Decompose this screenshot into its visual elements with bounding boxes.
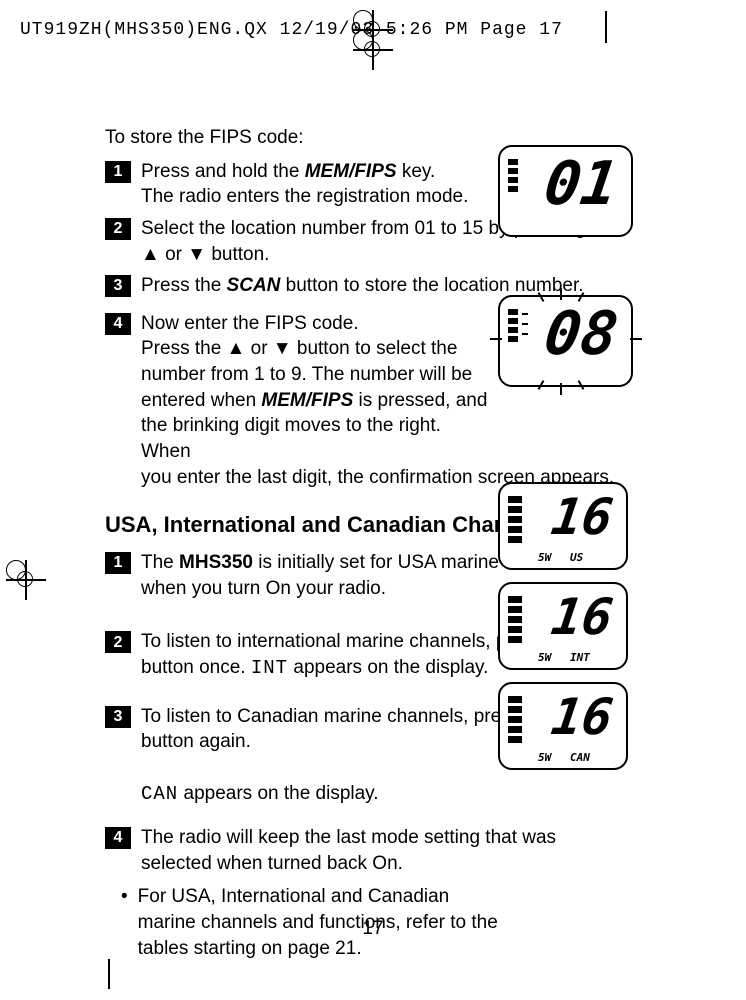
page-number: 17 [362, 918, 383, 940]
step2-4: 4 The radio will keep the last mode sett… [105, 825, 630, 876]
step-number: 2 [105, 218, 131, 240]
lcd-sub-5w: 5W [538, 651, 551, 664]
ray-icon [560, 383, 562, 395]
lcd-sub-mode: US [570, 551, 583, 564]
lcd-digits: 16 [548, 488, 616, 546]
lcd-digits: 01 [540, 149, 622, 219]
ray-icon [490, 338, 502, 340]
lcd-digits: 08 [540, 299, 622, 369]
step-number: 4 [105, 313, 131, 335]
registration-mark-left [6, 560, 46, 600]
lcd-sub-mode: INT [570, 651, 590, 664]
step-text: The radio will keep the last mode settin… [141, 825, 630, 876]
lcd-display-16-us: 16 5W US [498, 482, 628, 570]
lcd-display-16-can: 16 5W CAN [498, 682, 628, 770]
step-number: 4 [105, 827, 131, 849]
step-number: 2 [105, 631, 131, 653]
lcd-sub-mode: CAN [570, 751, 590, 764]
lcd-digits: 16 [548, 588, 616, 646]
step-number: 1 [105, 161, 131, 183]
battery-bars [508, 596, 522, 643]
lcd-display-16-int: 16 5W INT [498, 582, 628, 670]
lcd-sub-5w: 5W [538, 751, 551, 764]
battery-bars [508, 309, 518, 342]
lcd-digits: 16 [548, 688, 616, 746]
step-number: 3 [105, 275, 131, 297]
battery-bars [508, 696, 522, 743]
ray-icon [560, 288, 562, 300]
battery-bars [508, 496, 522, 543]
lcd-display-01: 01 [498, 145, 633, 237]
lcd-display-08: 08 [498, 295, 633, 387]
print-header: UT919ZH(MHS350)ENG.QX 12/19/03 5:26 PM P… [20, 20, 563, 40]
lcd-sub-5w: 5W [538, 551, 551, 564]
battery-bars [508, 159, 518, 192]
step-number: 1 [105, 552, 131, 574]
step-number: 3 [105, 706, 131, 728]
ray-icon [630, 338, 642, 340]
registration-mark-bottom [353, 30, 393, 70]
